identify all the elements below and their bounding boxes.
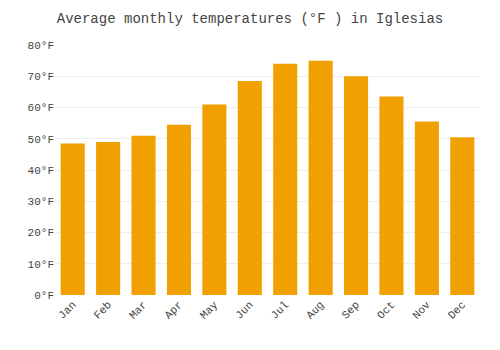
svg-text:Jan: Jan [56,299,78,321]
svg-text:Jun: Jun [233,299,255,321]
svg-text:30°F: 30°F [28,196,54,208]
svg-text:60°F: 60°F [28,102,54,114]
svg-text:Dec: Dec [446,299,468,321]
svg-text:Oct: Oct [375,299,397,321]
svg-text:Jul: Jul [269,299,291,321]
svg-text:Nov: Nov [410,299,433,322]
svg-text:0°F: 0°F [34,290,54,302]
svg-text:70°F: 70°F [28,71,54,83]
svg-text:Feb: Feb [92,299,114,321]
svg-text:Aug: Aug [304,299,326,321]
svg-text:20°F: 20°F [28,227,54,239]
svg-text:10°F: 10°F [28,259,54,271]
svg-text:May: May [198,299,221,322]
svg-text:Average monthly temperatures (: Average monthly temperatures (°F ) in Ig… [57,11,443,27]
svg-text:Apr: Apr [162,299,184,321]
svg-text:40°F: 40°F [28,165,54,177]
svg-text:Mar: Mar [127,299,149,321]
svg-text:50°F: 50°F [28,134,54,146]
svg-text:80°F: 80°F [28,40,54,52]
svg-text:Sep: Sep [340,299,362,321]
